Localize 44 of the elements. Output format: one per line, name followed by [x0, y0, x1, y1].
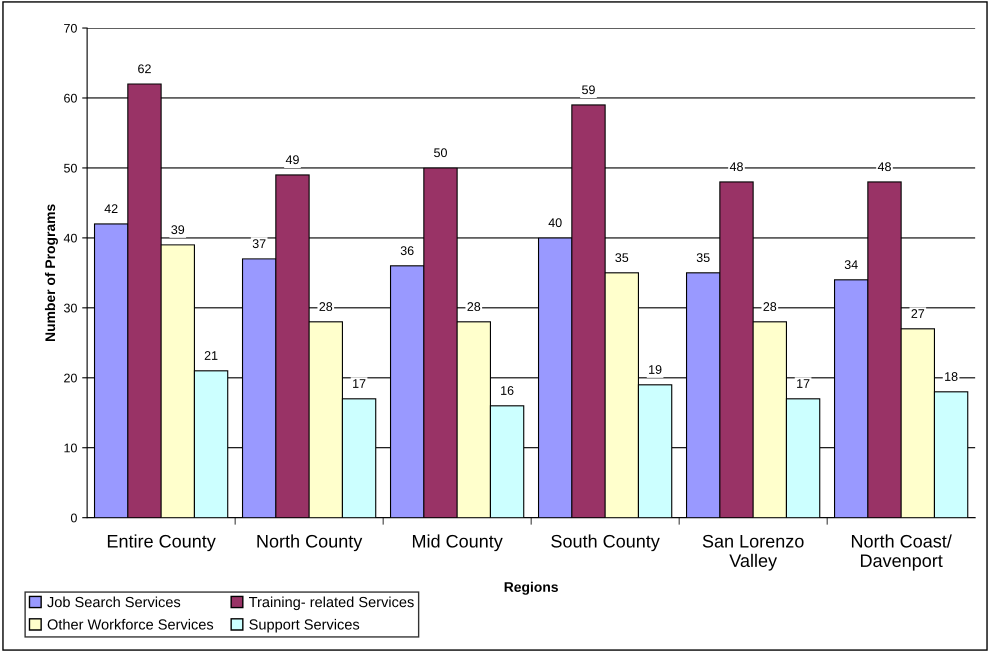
data-label: 18 — [945, 372, 958, 381]
data-label: 39 — [171, 225, 184, 234]
data-label: 36 — [400, 246, 414, 256]
legend-label: Support Services — [249, 618, 360, 633]
x-tick-label: South County — [551, 534, 660, 552]
legend-label: Other Workforce Services — [48, 618, 214, 630]
data-label: 59 — [582, 85, 595, 94]
y-tick-label: 30 — [64, 304, 77, 312]
data-label: 16 — [501, 386, 514, 395]
data-label: 19 — [649, 365, 662, 374]
x-tick-label: North Coast/ Davenport — [852, 534, 952, 571]
data-label: 48 — [878, 162, 891, 172]
data-label: 28 — [467, 302, 480, 312]
y-tick-label: 70 — [64, 24, 77, 33]
data-label: 28 — [763, 302, 776, 312]
data-label: 28 — [319, 302, 332, 312]
x-axis-title: Regions — [504, 582, 558, 595]
data-label: 49 — [286, 155, 299, 164]
y-tick-label: 10 — [64, 444, 77, 452]
data-label: 42 — [104, 204, 118, 213]
y-tick-label: 0 — [70, 513, 77, 522]
legend-label: Training- related Services — [248, 596, 414, 610]
data-label: 34 — [844, 260, 858, 270]
data-label: 48 — [730, 162, 743, 172]
y-tick-label: 50 — [64, 164, 77, 173]
x-tick-label: Entire County — [108, 534, 216, 552]
data-label: 21 — [204, 351, 218, 360]
y-tick-label: 40 — [64, 234, 77, 243]
data-label: 17 — [797, 379, 810, 388]
data-label: 62 — [138, 64, 151, 74]
y-tick-label: 20 — [64, 374, 77, 382]
y-tick-label: 60 — [64, 94, 77, 103]
data-label: 17 — [353, 379, 366, 388]
x-tick-label: Mid County — [412, 534, 503, 552]
data-label: 27 — [911, 309, 924, 318]
legend-label: Job Search Services — [47, 596, 180, 608]
data-label: 50 — [434, 148, 447, 158]
data-label: 40 — [548, 218, 562, 228]
x-tick-label: North County — [257, 534, 362, 552]
data-label: 35 — [615, 253, 628, 262]
x-tick-label: San Lorenzo Valley — [702, 534, 804, 571]
y-axis-title: Number of Programs — [44, 204, 58, 342]
data-label: 35 — [696, 253, 710, 262]
data-label: 37 — [252, 239, 266, 248]
